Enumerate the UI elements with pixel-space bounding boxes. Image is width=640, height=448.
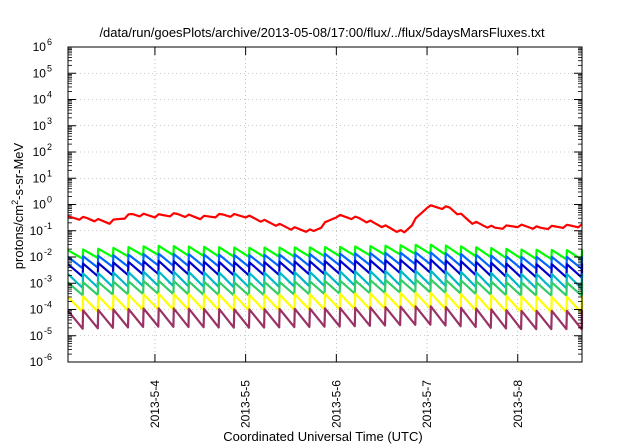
y-axis-label: protons/cm2-s-sr-MeV [10, 142, 26, 269]
x-axis-label: Coordinated Universal Time (UTC) [223, 429, 422, 444]
data-series [67, 204, 584, 331]
x-tick-label: 2013-5-8 [511, 380, 525, 428]
x-tick-label: 2013-5-5 [239, 380, 253, 428]
x-tick-label: 2013-5-6 [329, 380, 343, 428]
series-line [67, 305, 584, 331]
series-line [67, 278, 584, 297]
series-line [67, 204, 583, 234]
chart-title: /data/run/goesPlots/archive/2013-05-08/1… [99, 25, 545, 40]
x-tick-label: 2013-5-4 [148, 380, 162, 428]
x-tick-label: 2013-5-7 [420, 380, 434, 428]
tick-marks [68, 46, 582, 363]
series-line [67, 258, 584, 279]
series-line [67, 243, 584, 261]
series-line [67, 269, 584, 290]
series-line [67, 251, 584, 270]
series-line [67, 291, 584, 314]
x-tick-labels: 2013-5-4 2013-5-5 2013-5-6 2013-5-7 2013-5-8 [148, 380, 525, 428]
